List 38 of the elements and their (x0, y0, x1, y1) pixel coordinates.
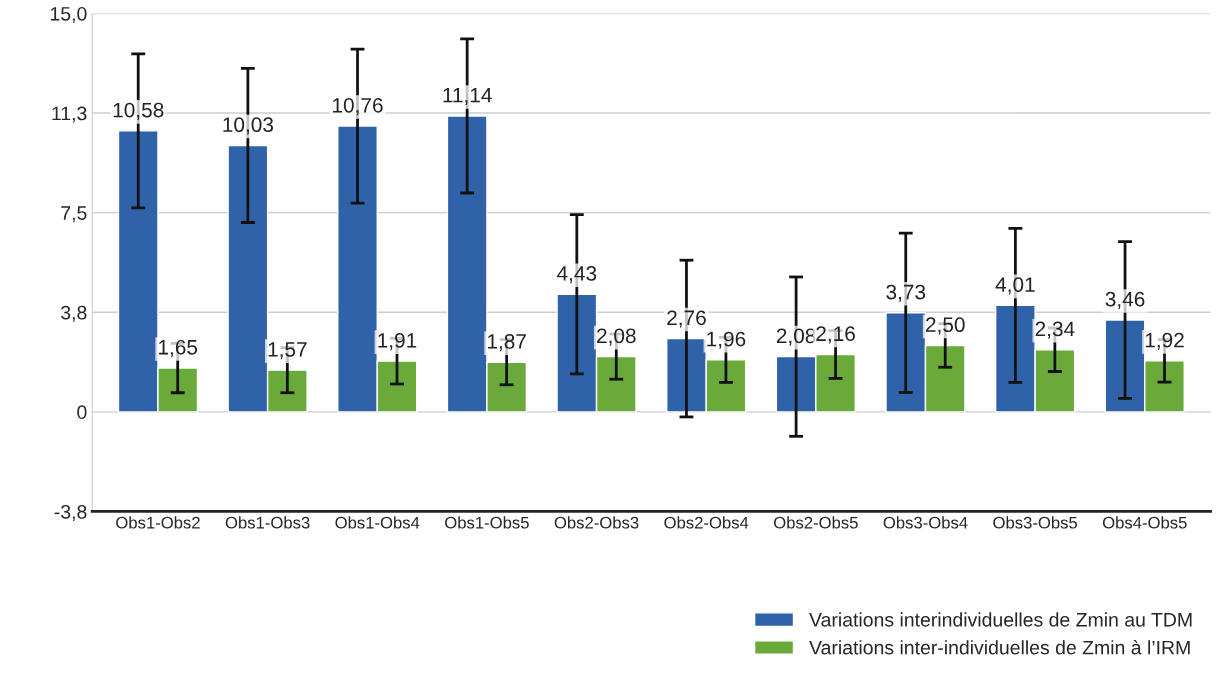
data-label: 1,57 (268, 342, 307, 360)
x-tick-label: Obs3-Obs4 (883, 516, 968, 529)
x-tick-label: Obs1-Obs4 (335, 516, 420, 529)
data-label: 2,34 (1035, 321, 1075, 339)
data-label: 2,16 (816, 326, 855, 344)
y-tick-label: -3,8 (54, 504, 87, 522)
x-tick-label: Obs4-Obs5 (1102, 516, 1187, 529)
x-tick-label: Obs1-Obs5 (445, 516, 529, 529)
data-label: 4,43 (557, 266, 597, 284)
data-label: 2,08 (776, 328, 816, 346)
data-label: 10,58 (113, 102, 164, 120)
data-label: 2,76 (667, 310, 706, 328)
x-tick-label: Obs2-Obs3 (554, 516, 639, 529)
data-label: 1,65 (159, 339, 198, 358)
data-label: 10,03 (223, 117, 274, 135)
y-tick-label: 7,5 (61, 206, 87, 223)
x-tick-label: Obs1-Obs3 (225, 516, 310, 529)
data-label: 10,76 (333, 97, 383, 116)
y-tick-label: 11,3 (52, 106, 87, 123)
legend-label: Variations interindividuelles de Zmin au TDM (809, 612, 1192, 627)
x-tick-label: Obs3-Obs5 (993, 516, 1078, 529)
data-label: 2,08 (597, 328, 636, 346)
data-label: 1,91 (378, 332, 417, 351)
y-tick-label: 0 (77, 405, 87, 420)
data-label: 4,01 (995, 277, 1035, 295)
x-tick-label: Obs2-Obs4 (664, 516, 749, 529)
legend-label: Variations inter-individuelles de Zmin à l’IRM (809, 639, 1190, 655)
data-label: 1,96 (707, 331, 746, 349)
x-tick-label: Obs2-Obs5 (774, 516, 858, 529)
y-tick-label: 3,8 (61, 305, 87, 322)
data-label: 3,46 (1105, 291, 1145, 310)
data-label: 2,50 (926, 317, 965, 335)
data-label: 1,92 (1145, 332, 1184, 350)
data-label: 3,73 (886, 284, 926, 302)
y-tick-label: 15,0 (50, 6, 87, 23)
x-tick-label: Obs1-Obs2 (116, 516, 200, 529)
data-label: 1,87 (487, 334, 526, 352)
data-label: 11,14 (443, 88, 492, 106)
